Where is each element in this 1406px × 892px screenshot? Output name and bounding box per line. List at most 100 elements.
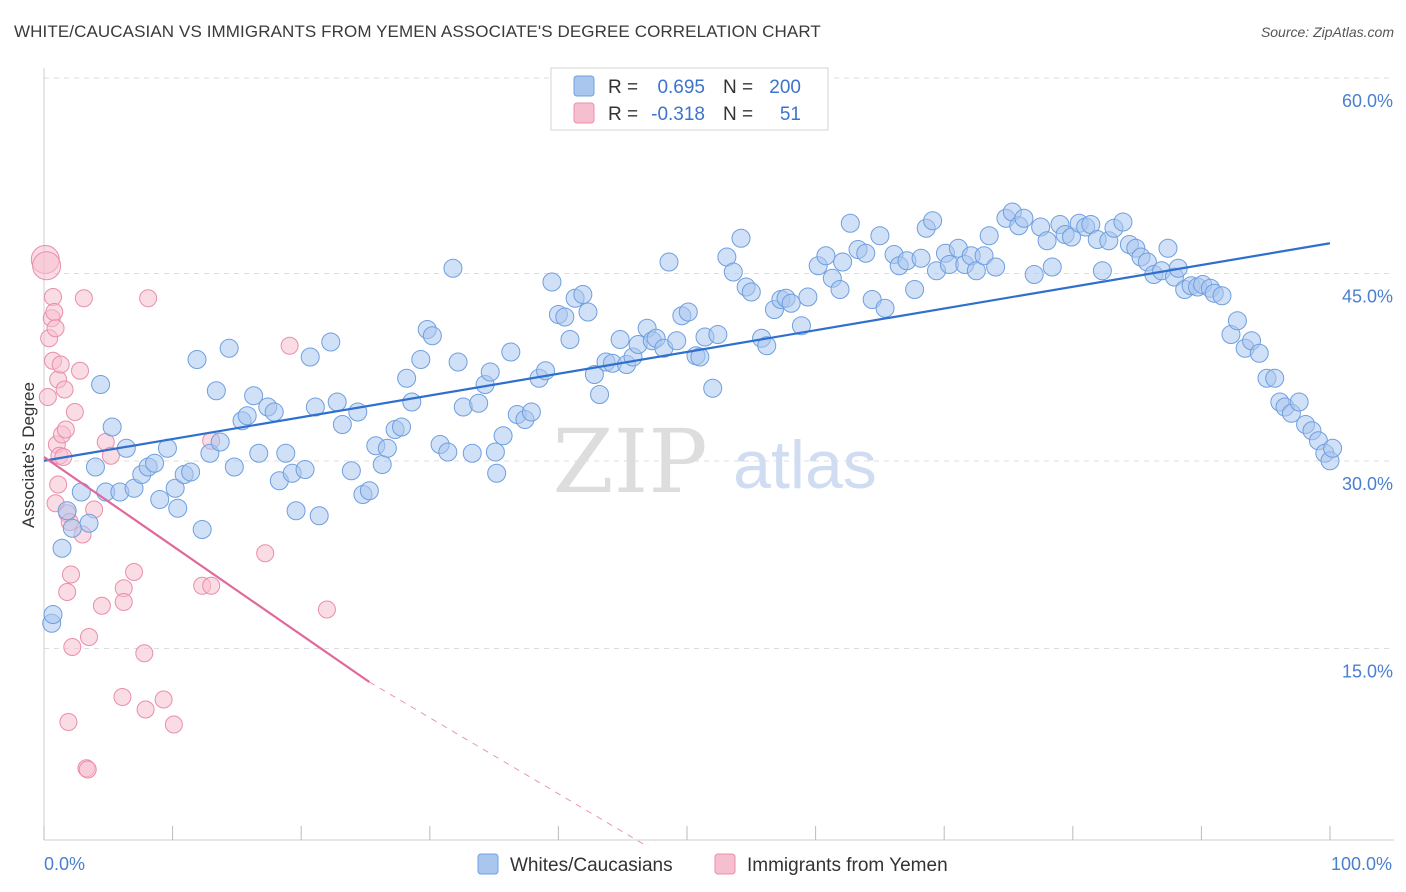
point-whites [485,442,505,462]
point-whites [359,481,379,501]
point-yemen [38,388,57,406]
point-yemen [63,638,82,656]
point-yemen [256,544,275,563]
point-whites [791,316,811,336]
point-yemen [51,355,70,374]
point-whites [145,453,165,473]
point-whites [52,538,72,558]
point-whites [377,438,397,458]
point-whites [392,417,412,437]
bottom-legend-label-whites: Whites/Caucasians [510,855,673,876]
point-whites [757,336,777,356]
point-whites [610,330,630,349]
bottom-legend: Whites/Caucasians Immigrants from Yemen [477,853,948,876]
point-whites [974,246,994,266]
point-whites [276,443,296,463]
point-whites [244,386,264,406]
point-whites [462,443,482,463]
trend-line-yemen [43,456,370,683]
point-yemen [44,288,63,306]
point-whites [341,461,361,481]
point-whites [923,211,943,231]
y-tick-label: 15.0% [1342,662,1393,682]
point-yemen [135,644,154,663]
point-whites [469,393,489,413]
chart-source: Source: ZipAtlas.com [1260,24,1394,40]
point-whites [1037,231,1057,251]
point-whites [102,417,122,437]
point-yemen [74,289,93,308]
y-tick-label: 45.0% [1342,287,1393,307]
point-whites [816,246,836,266]
point-whites [192,520,212,539]
point-yemen [101,446,120,465]
point-yemen [202,576,221,595]
point-whites [731,228,751,248]
point-whites [703,378,723,398]
point-yemen [92,596,111,615]
series-immigrants-from-yemen [30,245,336,779]
point-whites [411,350,431,369]
point-whites [875,298,895,318]
point-whites [249,443,269,463]
point-whites [667,331,687,351]
top-legend: R = 0.695 N = 200 R = -0.318 N = 51 [550,67,829,131]
point-whites [911,248,931,268]
point-whites [870,226,890,246]
trend-lines [43,242,1331,848]
point-whites [321,332,341,352]
x-tick-label-max: 100.0% [1331,854,1392,874]
legend-swatch-pink [573,102,595,124]
point-yemen [114,593,133,611]
point-whites [305,397,325,417]
point-yemen [46,319,65,338]
point-whites [1113,212,1133,232]
point-whites [1158,238,1178,258]
legend-r-label-2: R = [608,104,638,125]
point-whites [979,226,999,246]
point-whites [187,350,207,369]
point-whites [150,490,170,509]
point-whites [723,262,743,282]
point-whites [206,381,226,401]
axes [43,68,1394,841]
point-whites [690,347,710,367]
point-whites [1265,368,1285,388]
point-whites [300,347,320,367]
point-yemen [32,251,62,281]
point-yemen [136,700,155,719]
point-whites [833,252,853,272]
legend-r-label-1: R = [608,77,638,98]
point-whites [181,462,201,482]
point-whites [986,257,1006,277]
point-whites [79,513,99,533]
point-whites [224,457,244,477]
legend-n-label-1: N = [723,77,753,98]
point-whites [521,402,541,422]
point-yemen [78,760,97,779]
point-whites [1323,438,1343,458]
point-whites [168,498,188,518]
point-whites [781,293,801,313]
series-whites-caucasians [42,202,1343,633]
y-axis-title: Associate's Degree [19,382,38,528]
point-whites [830,280,850,299]
point-whites [560,330,580,349]
bottom-legend-swatch-blue [477,853,499,875]
point-whites [1227,311,1247,331]
point-whites [708,325,728,344]
x-ticks [43,826,1331,840]
point-whites [1042,257,1062,277]
bottom-legend-label-yemen: Immigrants from Yemen [747,855,948,876]
legend-r-value-2: -0.318 [651,104,705,125]
point-whites [332,415,352,434]
point-yemen [58,583,77,601]
point-yemen [62,565,81,584]
point-whites [856,243,876,263]
point-whites [422,326,442,346]
trend-line-yemen-extension [369,681,649,848]
point-yemen [56,420,75,439]
chart-title: WHITE/CAUCASIAN VS IMMIGRANTS FROM YEMEN… [14,22,821,41]
point-whites [480,362,500,382]
point-whites [309,506,329,526]
